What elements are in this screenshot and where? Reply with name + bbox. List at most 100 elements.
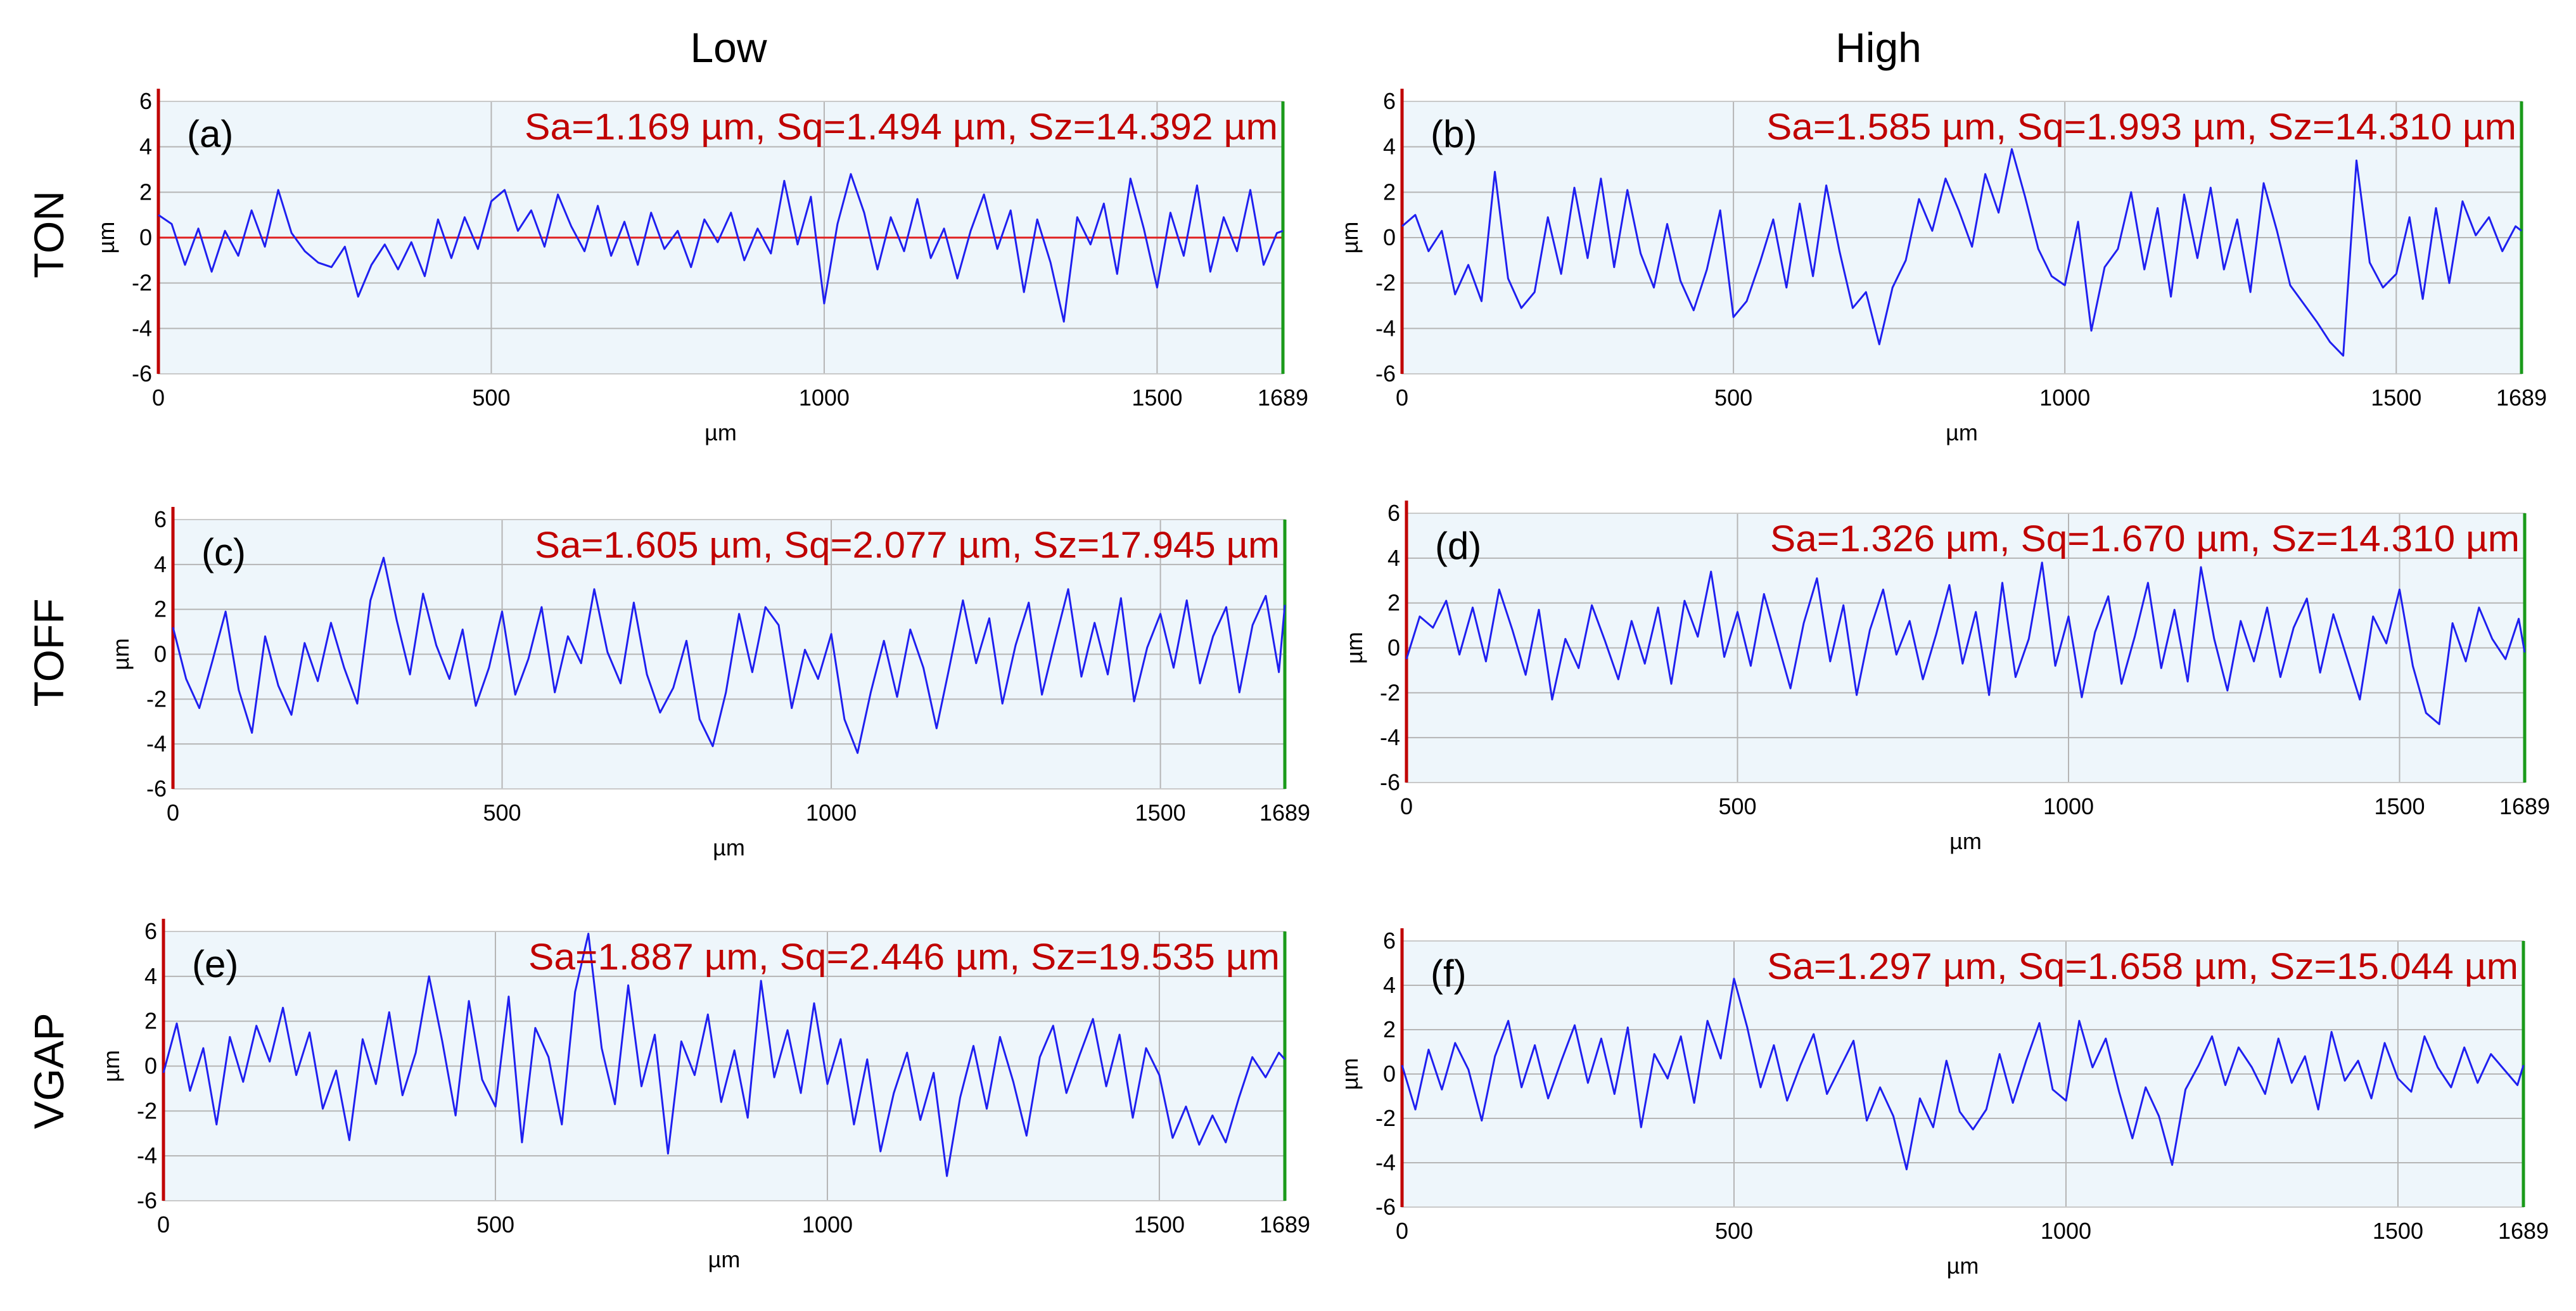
y-tick-label: -2 [1380, 679, 1400, 705]
x-tick-label: 1000 [802, 1212, 853, 1237]
x-axis-label: µm [1947, 1253, 1979, 1279]
x-tick-label: 0 [167, 800, 179, 826]
profile-line [172, 556, 1286, 754]
y-tick-label: 4 [1383, 972, 1396, 998]
y-tick-label: -4 [137, 1142, 157, 1168]
panel-tag: (a) [187, 113, 233, 155]
y-axis-label: µm [108, 638, 134, 670]
roughness-stats: Sa=1.605 µm, Sq=2.077 µm, Sz=17.945 µm [535, 525, 1280, 566]
x-tick-label: 1689 [1258, 385, 1308, 411]
y-tick-label: 0 [154, 641, 167, 667]
panel-tag: (e) [192, 943, 238, 985]
panel-tag: (d) [1435, 525, 1481, 567]
y-tick-label: 6 [1383, 928, 1396, 954]
y-tick-label: 6 [154, 506, 167, 532]
profile-line [1401, 978, 2525, 1170]
y-tick-label: 4 [1387, 545, 1400, 571]
x-tick-label: 1000 [806, 800, 857, 826]
y-tick-label: -6 [1375, 361, 1396, 387]
x-tick-label: 500 [1718, 793, 1756, 819]
y-tick-label: 4 [154, 551, 167, 577]
roughness-stats: Sa=1.887 µm, Sq=2.446 µm, Sz=19.535 µm [528, 937, 1280, 978]
x-tick-label: 0 [1400, 793, 1413, 819]
y-tick-label: 2 [1383, 179, 1396, 205]
y-tick-label: -2 [1375, 1105, 1396, 1131]
x-tick-label: 500 [1715, 1218, 1753, 1244]
roughness-stats: Sa=1.297 µm, Sq=1.658 µm, Sz=15.044 µm [1767, 946, 2518, 987]
y-tick-label: 4 [144, 963, 157, 989]
x-tick-label: 0 [157, 1212, 170, 1237]
y-axis-label: µm [1337, 222, 1363, 254]
y-tick-label: -4 [1375, 1149, 1396, 1175]
x-tick-label: 1689 [2499, 793, 2550, 819]
x-tick-label: 1000 [2043, 793, 2094, 819]
profile-line [1405, 561, 2526, 726]
y-axis-label: µm [93, 222, 119, 254]
column-header-low: Low [690, 24, 767, 71]
x-tick-label: 0 [152, 385, 165, 411]
y-tick-label: -6 [146, 776, 167, 802]
x-tick-label: 500 [472, 385, 510, 411]
y-tick-label: 6 [1387, 500, 1400, 526]
y-tick-label: -6 [137, 1187, 157, 1213]
x-tick-label: 1000 [799, 385, 850, 411]
x-axis-label: µm [708, 1246, 741, 1272]
row-label-toff: TOFF [25, 598, 72, 707]
row-label-ton: TON [25, 191, 72, 278]
x-axis-label: µm [705, 419, 737, 445]
y-axis-label: µm [98, 1050, 124, 1082]
x-tick-label: 1500 [2373, 1218, 2423, 1244]
x-tick-label: 0 [1396, 1218, 1408, 1244]
y-tick-label: 0 [1383, 1061, 1396, 1087]
x-tick-label: 1000 [2041, 1218, 2091, 1244]
y-tick-label: -2 [137, 1097, 157, 1123]
y-tick-label: 2 [139, 179, 152, 205]
y-tick-label: -6 [1380, 769, 1400, 795]
profile-line [162, 933, 1286, 1177]
x-axis-label: µm [1949, 828, 1982, 854]
x-axis-label: µm [1946, 419, 1978, 445]
y-tick-label: 6 [144, 918, 157, 944]
x-tick-label: 0 [1396, 385, 1408, 411]
y-tick-label: 4 [1383, 134, 1396, 160]
panel-tag: (f) [1431, 952, 1467, 995]
y-tick-label: -4 [1380, 724, 1400, 750]
row-label-vgap: VGAP [25, 1013, 72, 1129]
x-tick-label: 500 [1714, 385, 1752, 411]
y-tick-label: 6 [1383, 88, 1396, 114]
x-tick-label: 1689 [1259, 1212, 1310, 1237]
panel-tag: (c) [201, 531, 246, 573]
roughness-stats: Sa=1.169 µm, Sq=1.494 µm, Sz=14.392 µm [525, 106, 1278, 148]
y-tick-label: -6 [132, 361, 152, 387]
profile-line [1401, 148, 2522, 357]
y-tick-label: 2 [154, 596, 167, 622]
y-tick-label: -4 [146, 731, 167, 757]
y-tick-label: 6 [139, 88, 152, 114]
x-tick-label: 1500 [2371, 385, 2421, 411]
y-tick-label: -4 [1375, 315, 1396, 341]
y-tick-label: 2 [144, 1008, 157, 1034]
x-tick-label: 1000 [2039, 385, 2090, 411]
x-tick-label: 500 [483, 800, 521, 826]
panel-tag: (b) [1431, 113, 1477, 155]
y-tick-label: 4 [139, 134, 152, 160]
y-tick-label: -2 [132, 270, 152, 296]
x-tick-label: 1689 [2498, 1218, 2549, 1244]
y-tick-label: -6 [1375, 1194, 1396, 1220]
y-tick-label: 2 [1383, 1016, 1396, 1042]
y-tick-label: 0 [1387, 635, 1400, 661]
y-tick-label: 0 [1383, 224, 1396, 250]
y-axis-label: µm [1337, 1058, 1363, 1090]
y-tick-label: -2 [1375, 270, 1396, 296]
x-axis-label: µm [713, 835, 745, 860]
roughness-stats: Sa=1.326 µm, Sq=1.670 µm, Sz=14.310 µm [1770, 518, 2520, 560]
y-tick-label: 2 [1387, 590, 1400, 616]
y-tick-label: 0 [139, 224, 152, 250]
